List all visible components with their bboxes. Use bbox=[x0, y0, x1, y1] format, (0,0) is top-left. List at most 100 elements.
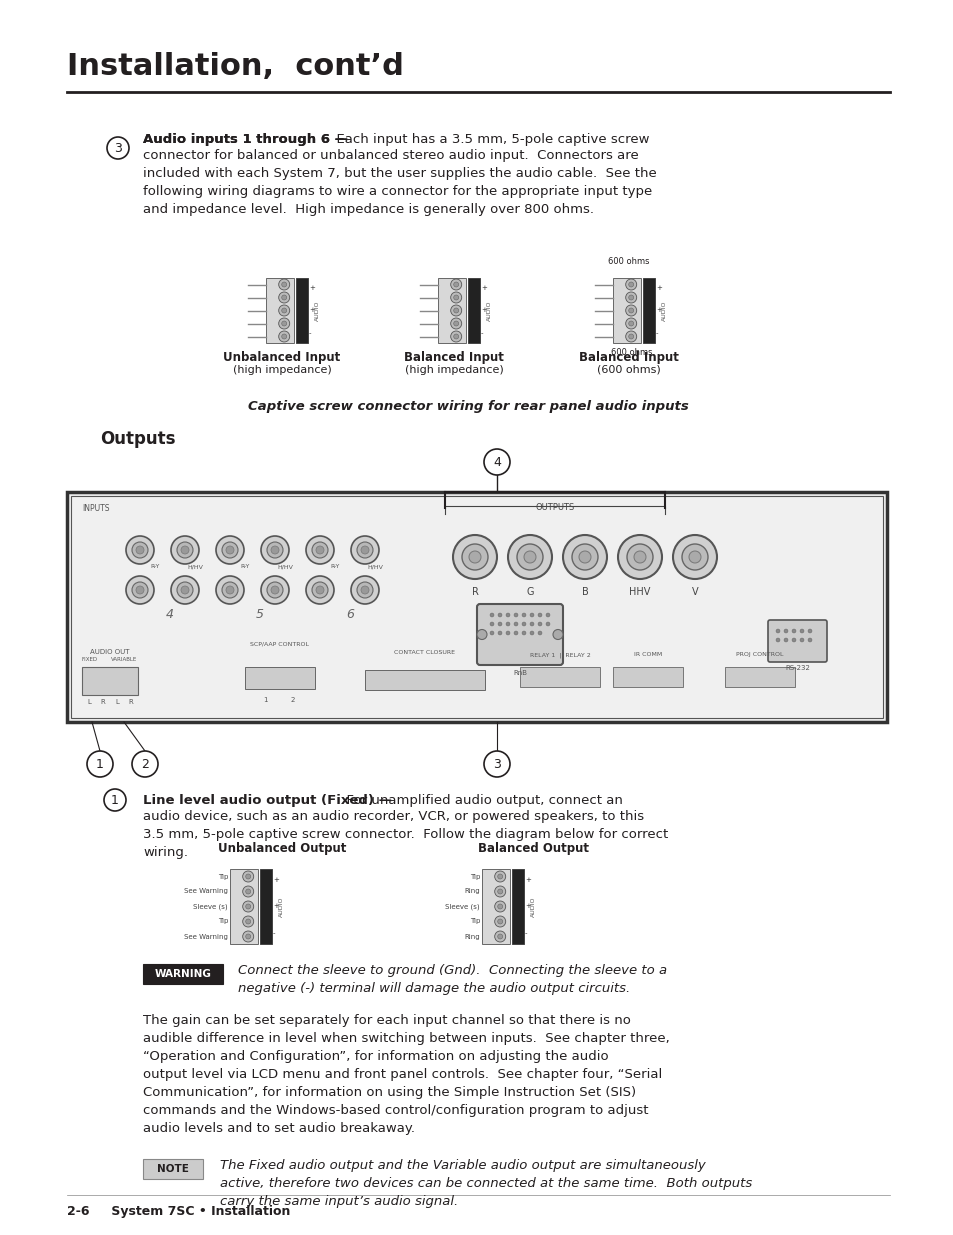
Circle shape bbox=[505, 613, 510, 618]
Text: 1: 1 bbox=[96, 757, 104, 771]
Text: AUDIO: AUDIO bbox=[278, 897, 283, 916]
Text: NOTE: NOTE bbox=[157, 1165, 189, 1174]
Text: 1: 1 bbox=[111, 794, 119, 806]
Circle shape bbox=[497, 622, 501, 626]
Bar bbox=[143, 1158, 203, 1179]
Text: Tip: Tip bbox=[469, 919, 479, 925]
Text: Balanced Input: Balanced Input bbox=[404, 351, 503, 364]
Circle shape bbox=[246, 874, 251, 879]
Text: (600 ohms): (600 ohms) bbox=[597, 366, 660, 375]
Bar bbox=[512, 869, 523, 944]
Circle shape bbox=[271, 546, 278, 555]
Circle shape bbox=[242, 871, 253, 882]
Circle shape bbox=[514, 631, 517, 635]
Text: See Warning: See Warning bbox=[184, 934, 228, 940]
Circle shape bbox=[226, 585, 233, 594]
Circle shape bbox=[281, 333, 287, 338]
Circle shape bbox=[246, 904, 251, 909]
Circle shape bbox=[177, 542, 193, 558]
Circle shape bbox=[222, 582, 237, 598]
Circle shape bbox=[505, 631, 510, 635]
Text: R-Y: R-Y bbox=[151, 564, 159, 569]
Text: VARIABLE: VARIABLE bbox=[111, 657, 137, 662]
Text: HHV: HHV bbox=[629, 587, 650, 597]
Circle shape bbox=[222, 542, 237, 558]
Text: Line level audio output (Fixed) —: Line level audio output (Fixed) — bbox=[143, 794, 392, 806]
Text: +: + bbox=[273, 904, 278, 909]
Circle shape bbox=[450, 331, 461, 342]
Circle shape bbox=[495, 916, 505, 927]
Text: H/HV: H/HV bbox=[187, 564, 203, 569]
Circle shape bbox=[625, 317, 636, 329]
Circle shape bbox=[126, 576, 153, 604]
Circle shape bbox=[628, 333, 633, 338]
Circle shape bbox=[523, 551, 536, 563]
Text: +: + bbox=[273, 877, 278, 883]
Bar bbox=[613, 667, 682, 687]
Circle shape bbox=[246, 889, 251, 894]
Circle shape bbox=[807, 638, 811, 642]
Bar bbox=[724, 667, 794, 687]
Circle shape bbox=[514, 622, 517, 626]
Text: Connect the sleeve to ground (Gnd).  Connecting the sleeve to a
negative (-) ter: Connect the sleeve to ground (Gnd). Conn… bbox=[237, 965, 666, 995]
Text: 3: 3 bbox=[114, 142, 122, 154]
Circle shape bbox=[278, 331, 290, 342]
Text: CONTACT CLOSURE: CONTACT CLOSURE bbox=[395, 650, 455, 655]
Bar bbox=[245, 667, 314, 689]
Text: 600 ohms: 600 ohms bbox=[611, 348, 652, 357]
Text: R: R bbox=[100, 699, 105, 705]
Circle shape bbox=[625, 291, 636, 303]
Bar bbox=[266, 278, 294, 343]
Text: 4: 4 bbox=[493, 456, 500, 468]
Circle shape bbox=[226, 546, 233, 555]
Circle shape bbox=[505, 622, 510, 626]
Circle shape bbox=[454, 321, 458, 326]
Circle shape bbox=[495, 871, 505, 882]
Circle shape bbox=[791, 638, 795, 642]
Circle shape bbox=[181, 585, 189, 594]
Text: Captive screw connector wiring for rear panel audio inputs: Captive screw connector wiring for rear … bbox=[248, 400, 688, 412]
Circle shape bbox=[800, 638, 803, 642]
Circle shape bbox=[261, 536, 289, 564]
Circle shape bbox=[497, 919, 502, 924]
Circle shape bbox=[454, 333, 458, 338]
Circle shape bbox=[628, 308, 633, 312]
Text: AUDIO: AUDIO bbox=[486, 300, 491, 321]
Circle shape bbox=[775, 629, 780, 634]
Circle shape bbox=[618, 535, 661, 579]
Circle shape bbox=[521, 631, 525, 635]
Text: AUDIO: AUDIO bbox=[530, 897, 535, 916]
Circle shape bbox=[351, 536, 378, 564]
Bar bbox=[468, 278, 479, 343]
Circle shape bbox=[490, 622, 494, 626]
Text: +: + bbox=[480, 285, 486, 290]
Circle shape bbox=[281, 282, 287, 287]
Circle shape bbox=[530, 622, 534, 626]
Text: Sleeve (s): Sleeve (s) bbox=[193, 903, 228, 910]
Bar bbox=[67, 492, 886, 722]
Text: 2-6     System 7SC • Installation: 2-6 System 7SC • Installation bbox=[67, 1205, 290, 1218]
Text: Tip: Tip bbox=[469, 873, 479, 879]
Circle shape bbox=[181, 546, 189, 555]
Circle shape bbox=[628, 295, 633, 300]
Text: V: V bbox=[691, 587, 698, 597]
Text: WARNING: WARNING bbox=[154, 969, 212, 979]
Text: The gain can be set separately for each input channel so that there is no
audibl: The gain can be set separately for each … bbox=[143, 1014, 669, 1135]
Circle shape bbox=[783, 629, 787, 634]
Circle shape bbox=[450, 279, 461, 290]
Circle shape bbox=[267, 542, 283, 558]
Circle shape bbox=[312, 542, 328, 558]
Text: +: + bbox=[524, 904, 530, 909]
Bar bbox=[642, 278, 655, 343]
Text: Sleeve (s): Sleeve (s) bbox=[445, 903, 479, 910]
Circle shape bbox=[681, 543, 707, 571]
Text: L: L bbox=[115, 699, 119, 705]
Circle shape bbox=[454, 295, 458, 300]
Circle shape bbox=[688, 551, 700, 563]
Circle shape bbox=[562, 535, 606, 579]
Circle shape bbox=[507, 535, 552, 579]
Circle shape bbox=[356, 542, 373, 558]
Text: AUDIO: AUDIO bbox=[314, 300, 319, 321]
Circle shape bbox=[537, 631, 541, 635]
Bar bbox=[143, 965, 223, 984]
